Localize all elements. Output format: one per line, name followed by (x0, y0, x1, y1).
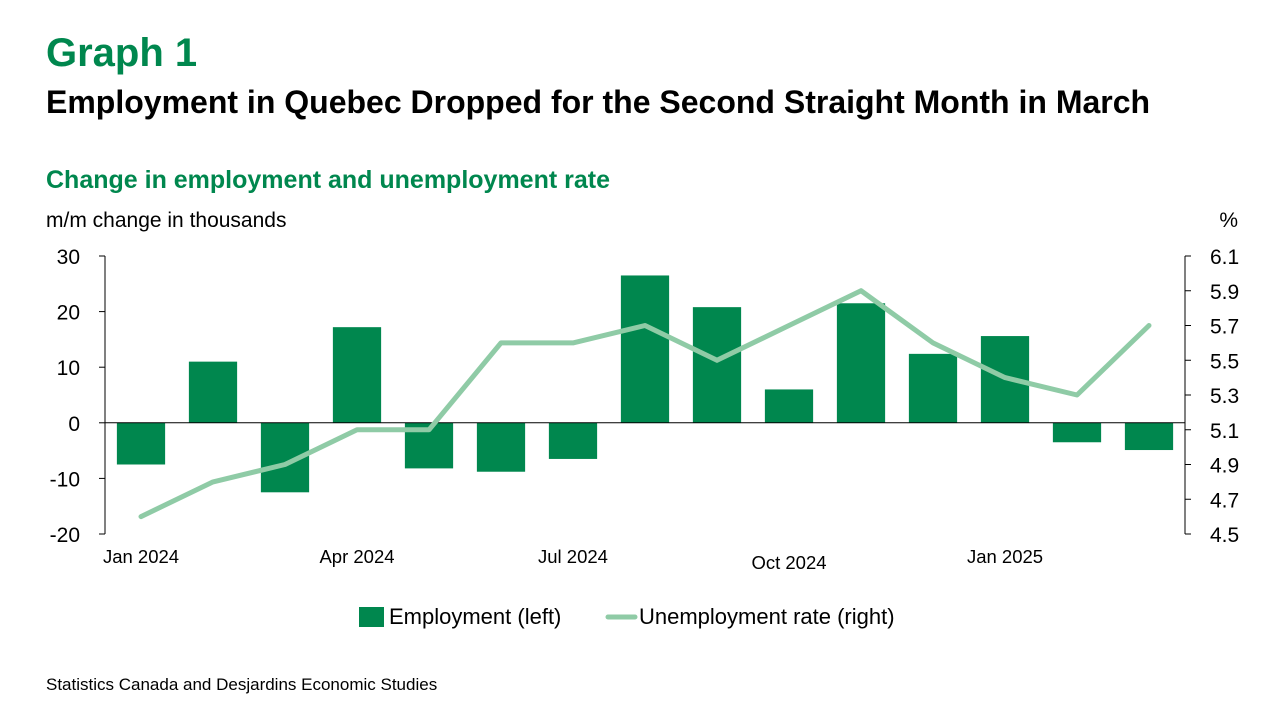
employment-bars (116, 275, 1174, 493)
employment-bar (188, 361, 238, 423)
y-right-tick-label: 4.7 (1210, 489, 1239, 512)
unemployment-line (138, 288, 1152, 520)
y-left-tick-label: 0 (68, 413, 80, 436)
employment-bar (836, 303, 886, 423)
x-tick-label: Jan 2025 (967, 546, 1043, 567)
employment-bar (908, 353, 958, 423)
legend: Employment (left) Unemployment rate (righ… (359, 604, 895, 629)
y-right-axis-title: % (1219, 209, 1238, 232)
legend-label-unemployment: Unemployment rate (right) (639, 604, 895, 629)
y-left-axis-title: m/m change in thousands (46, 209, 286, 232)
y-left-tick-label: -10 (50, 468, 80, 491)
chart: m/m change in thousands % -20 -10 0 10 20 30 4… (46, 209, 1240, 629)
axes: -20 -10 0 10 20 30 4.5 4.7 4.9 5.1 5.3 5.5 5.7 5.9 6.1… (50, 246, 1240, 573)
chart-subtitle: Change in employment and unemployment ra… (46, 166, 610, 194)
legend-swatch-employment (359, 607, 384, 627)
employment-bar (116, 422, 166, 465)
y-right-tick-label: 6.1 (1210, 246, 1239, 269)
employment-bar (332, 327, 382, 423)
y-right-tick-label: 5.3 (1210, 385, 1239, 408)
x-tick-label: Jan 2024 (103, 546, 179, 567)
page-title: Employment in Quebec Dropped for the Sec… (46, 84, 1151, 120)
x-tick-label: Jul 2024 (538, 546, 608, 567)
y-right-tick-label: 5.9 (1210, 281, 1239, 304)
y-right-tick-label: 4.9 (1210, 455, 1239, 478)
x-tick-label: Apr 2024 (319, 546, 394, 567)
employment-bar (548, 422, 598, 459)
employment-bar (1124, 422, 1174, 451)
employment-bar (764, 389, 814, 423)
graph-number: Graph 1 (46, 31, 198, 75)
y-right-tick-label: 5.5 (1210, 350, 1239, 373)
y-left-tick-label: 20 (57, 302, 80, 325)
employment-bar (692, 307, 742, 423)
employment-bar (476, 422, 526, 472)
y-left-tick-label: -20 (50, 524, 80, 547)
x-tick-label: Oct 2024 (751, 552, 826, 573)
source-note: Statistics Canada and Desjardins Economi… (46, 675, 438, 694)
y-right-tick-label: 5.7 (1210, 316, 1239, 339)
employment-bar (1052, 422, 1102, 443)
legend-label-employment: Employment (left) (389, 604, 561, 629)
y-right-tick-label: 5.1 (1210, 420, 1239, 443)
y-left-tick-label: 30 (57, 246, 80, 269)
y-right-tick-label: 4.5 (1210, 524, 1239, 547)
employment-bar (620, 275, 670, 423)
y-left-tick-label: 10 (57, 357, 80, 380)
